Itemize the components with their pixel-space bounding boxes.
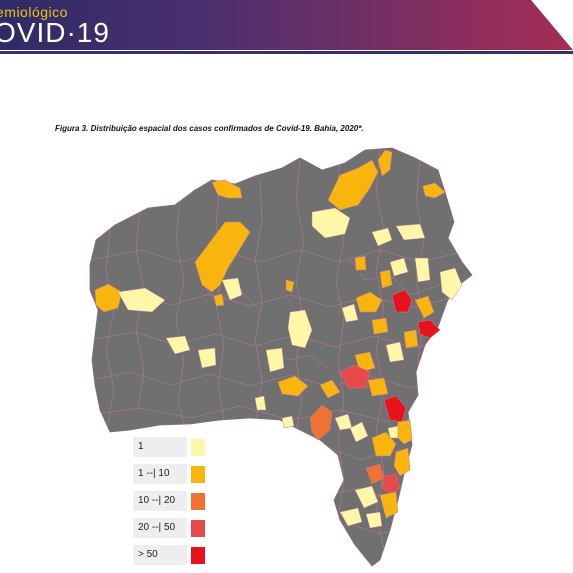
region-orange-dot-2: [285, 279, 295, 293]
region-orange-dot-3: [354, 255, 367, 271]
region-east-pale-3: [389, 257, 409, 277]
region-pale-s-5: [387, 425, 399, 439]
legend-swatch: [191, 493, 205, 510]
region-pale-s-2: [281, 415, 295, 429]
legend-swatch: [191, 439, 205, 456]
region-west-big: [194, 221, 251, 293]
case-regions: [94, 149, 463, 529]
region-red-1: [391, 289, 413, 313]
legend-item: 1 --| 10: [133, 464, 219, 484]
region-pale-s-6: [354, 485, 379, 509]
region-ne-1: [327, 159, 379, 211]
region-c3-1: [309, 404, 333, 441]
region-coast-orange-4: [379, 491, 399, 519]
legend-swatch: [191, 547, 205, 564]
banner-subtitle: emiológico: [0, 4, 68, 20]
region-pale-s-8: [365, 511, 383, 529]
region-red-2: [417, 319, 441, 339]
region-ne-3: [422, 182, 446, 199]
region-east-orange-3: [371, 317, 389, 335]
region-coast-orange-3: [393, 447, 411, 477]
region-c4-2: [381, 473, 401, 495]
region-pale-mid-4: [197, 347, 217, 369]
banner-notch: [531, 0, 573, 50]
region-orange-mid-4: [367, 377, 389, 397]
banner-title: OVID·19: [0, 17, 110, 48]
legend-swatch: [191, 466, 205, 483]
region-pale-mid-6: [385, 341, 405, 363]
legend-label: 20 --| 50: [133, 518, 187, 538]
region-east-orange-2: [355, 291, 383, 313]
region-pale-mid-1: [341, 303, 359, 323]
region-orange-mid-1: [277, 375, 309, 397]
region-pale-mid-5: [265, 347, 285, 373]
region-red-south: [383, 395, 407, 423]
region-orange-mid-2: [319, 379, 341, 399]
region-east-orange-4: [414, 295, 435, 319]
region-pale-mid-3: [165, 335, 191, 355]
region-pale-mid-2: [287, 309, 313, 349]
legend-label: 10 --| 20: [133, 491, 187, 511]
municipality-borders: [90, 149, 471, 561]
figure-caption: Figura 3. Distribuição espacial dos caso…: [55, 124, 364, 133]
region-east-orange-1: [379, 269, 393, 289]
legend-label: 1: [133, 437, 187, 457]
legend-label: > 50: [133, 545, 187, 565]
region-n-top: [211, 179, 243, 199]
region-center-pale-2: [221, 277, 243, 301]
map-legend: 1 1 --| 10 10 --| 20 20 --| 50 > 50: [133, 437, 219, 572]
legend-item: 10 --| 20: [133, 491, 219, 511]
header-rule: [0, 51, 573, 54]
legend-item: 20 --| 50: [133, 518, 219, 538]
region-ne-2: [377, 149, 393, 177]
region-east-pale-2: [395, 223, 426, 241]
region-east-orange-5: [403, 329, 419, 349]
region-west-pale: [117, 287, 166, 313]
region-east-pale-1: [371, 227, 393, 247]
region-pale-s-1: [254, 395, 267, 411]
region-pale-s-7: [339, 507, 363, 527]
region-east-pale-4: [414, 257, 431, 283]
legend-item: > 50: [133, 545, 219, 565]
region-west-edge: [94, 283, 123, 313]
region-center-pale-1: [311, 207, 351, 239]
region-orange-dot-1: [213, 293, 225, 307]
region-pale-s-4: [349, 421, 369, 443]
header-banner: emiológico OVID·19: [0, 0, 573, 50]
legend-label: 1 --| 10: [133, 464, 187, 484]
region-east-pale-5: [439, 267, 463, 301]
legend-swatch: [191, 520, 205, 537]
legend-item: 1: [133, 437, 219, 457]
